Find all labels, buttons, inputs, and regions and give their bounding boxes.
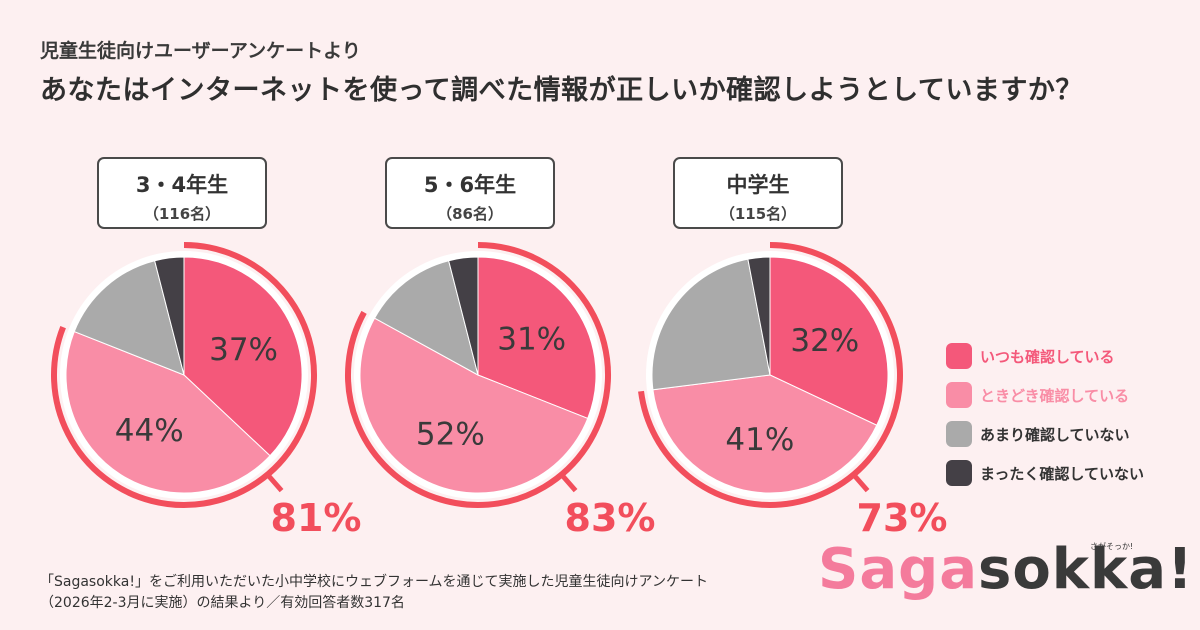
group-name: 3・4年生 [135, 173, 229, 197]
slice-always [769, 256, 889, 426]
combined-percent-label: 83% [565, 496, 656, 540]
group-name: 5・6年生 [423, 173, 517, 197]
legend-swatch-never [946, 460, 972, 486]
group-label-grade-5-6: 5・6年生 （86名） [385, 157, 555, 229]
survey-question-title: あなたはインターネットを使って調べた情報が正しいか確認しようとしていますか？ [40, 75, 1083, 106]
survey-subtitle: 児童生徒向けユーザーアンケートより [40, 40, 361, 62]
slice-percent-label: 41% [725, 422, 794, 458]
combined-confirm-arc [51, 242, 317, 508]
slice-sometimes [359, 317, 589, 494]
slice-rarely [651, 258, 771, 391]
combined-label-leader [851, 472, 870, 493]
footnote: 「Sagasokka!」をご利用いただいた小中学校にウェブフォームを通じて実施し… [40, 572, 708, 614]
logo-part-2: sokka! [978, 537, 1194, 602]
slice-never [154, 256, 185, 376]
slice-sometimes [652, 374, 878, 494]
slice-rarely [373, 260, 479, 376]
logo-part-1: Saga [818, 537, 978, 602]
sagasokka-logo: Sagasokka! さがそっか! [818, 537, 1193, 617]
legend-swatch-rarely [946, 421, 972, 447]
legend-label: いつも確認している [980, 348, 1115, 366]
logo-wordmark: Sagasokka! [818, 537, 1194, 602]
group-label-grade-3-4: 3・4年生 （116名） [97, 157, 267, 229]
slice-sometimes [65, 330, 271, 494]
slice-rarely [73, 260, 185, 376]
group-count: （115名） [719, 205, 797, 223]
slice-always [477, 256, 597, 420]
legend-swatch-always [946, 343, 972, 369]
group-label-junior-high: 中学生 （115名） [673, 157, 843, 229]
combined-confirm-arc [638, 242, 903, 508]
slice-percent-label: 44% [115, 413, 184, 449]
combined-percent-label: 73% [857, 496, 948, 540]
footnote-line-1: 「Sagasokka!」をご利用いただいた小中学校にウェブフォームを通じて実施し… [40, 574, 708, 590]
combined-percent-label: 81% [271, 496, 362, 540]
legend-swatch-sometimes [946, 382, 972, 408]
slice-percent-label: 32% [790, 323, 859, 359]
slice-percent-label: 31% [497, 322, 566, 358]
slice-percent-label: 37% [209, 332, 278, 368]
combined-label-leader [265, 472, 284, 493]
legend-label: ときどき確認している [980, 387, 1130, 405]
combined-confirm-arc [345, 242, 611, 508]
footnote-line-2: （2026年2-3月に実施）の結果より／有効回答者数317名 [40, 595, 405, 611]
group-count: （86名） [437, 205, 503, 223]
group-count: （116名） [143, 205, 221, 223]
group-name: 中学生 [726, 173, 790, 197]
slice-percent-label: 52% [416, 417, 485, 453]
slice-never [448, 256, 479, 376]
logo-tagline: さがそっか! [1090, 542, 1134, 551]
slice-always [183, 256, 303, 457]
combined-label-leader [559, 472, 578, 493]
slice-never [747, 256, 771, 376]
legend-label: あまり確認していない [980, 426, 1130, 444]
legend-label: まったく確認していない [980, 465, 1144, 483]
